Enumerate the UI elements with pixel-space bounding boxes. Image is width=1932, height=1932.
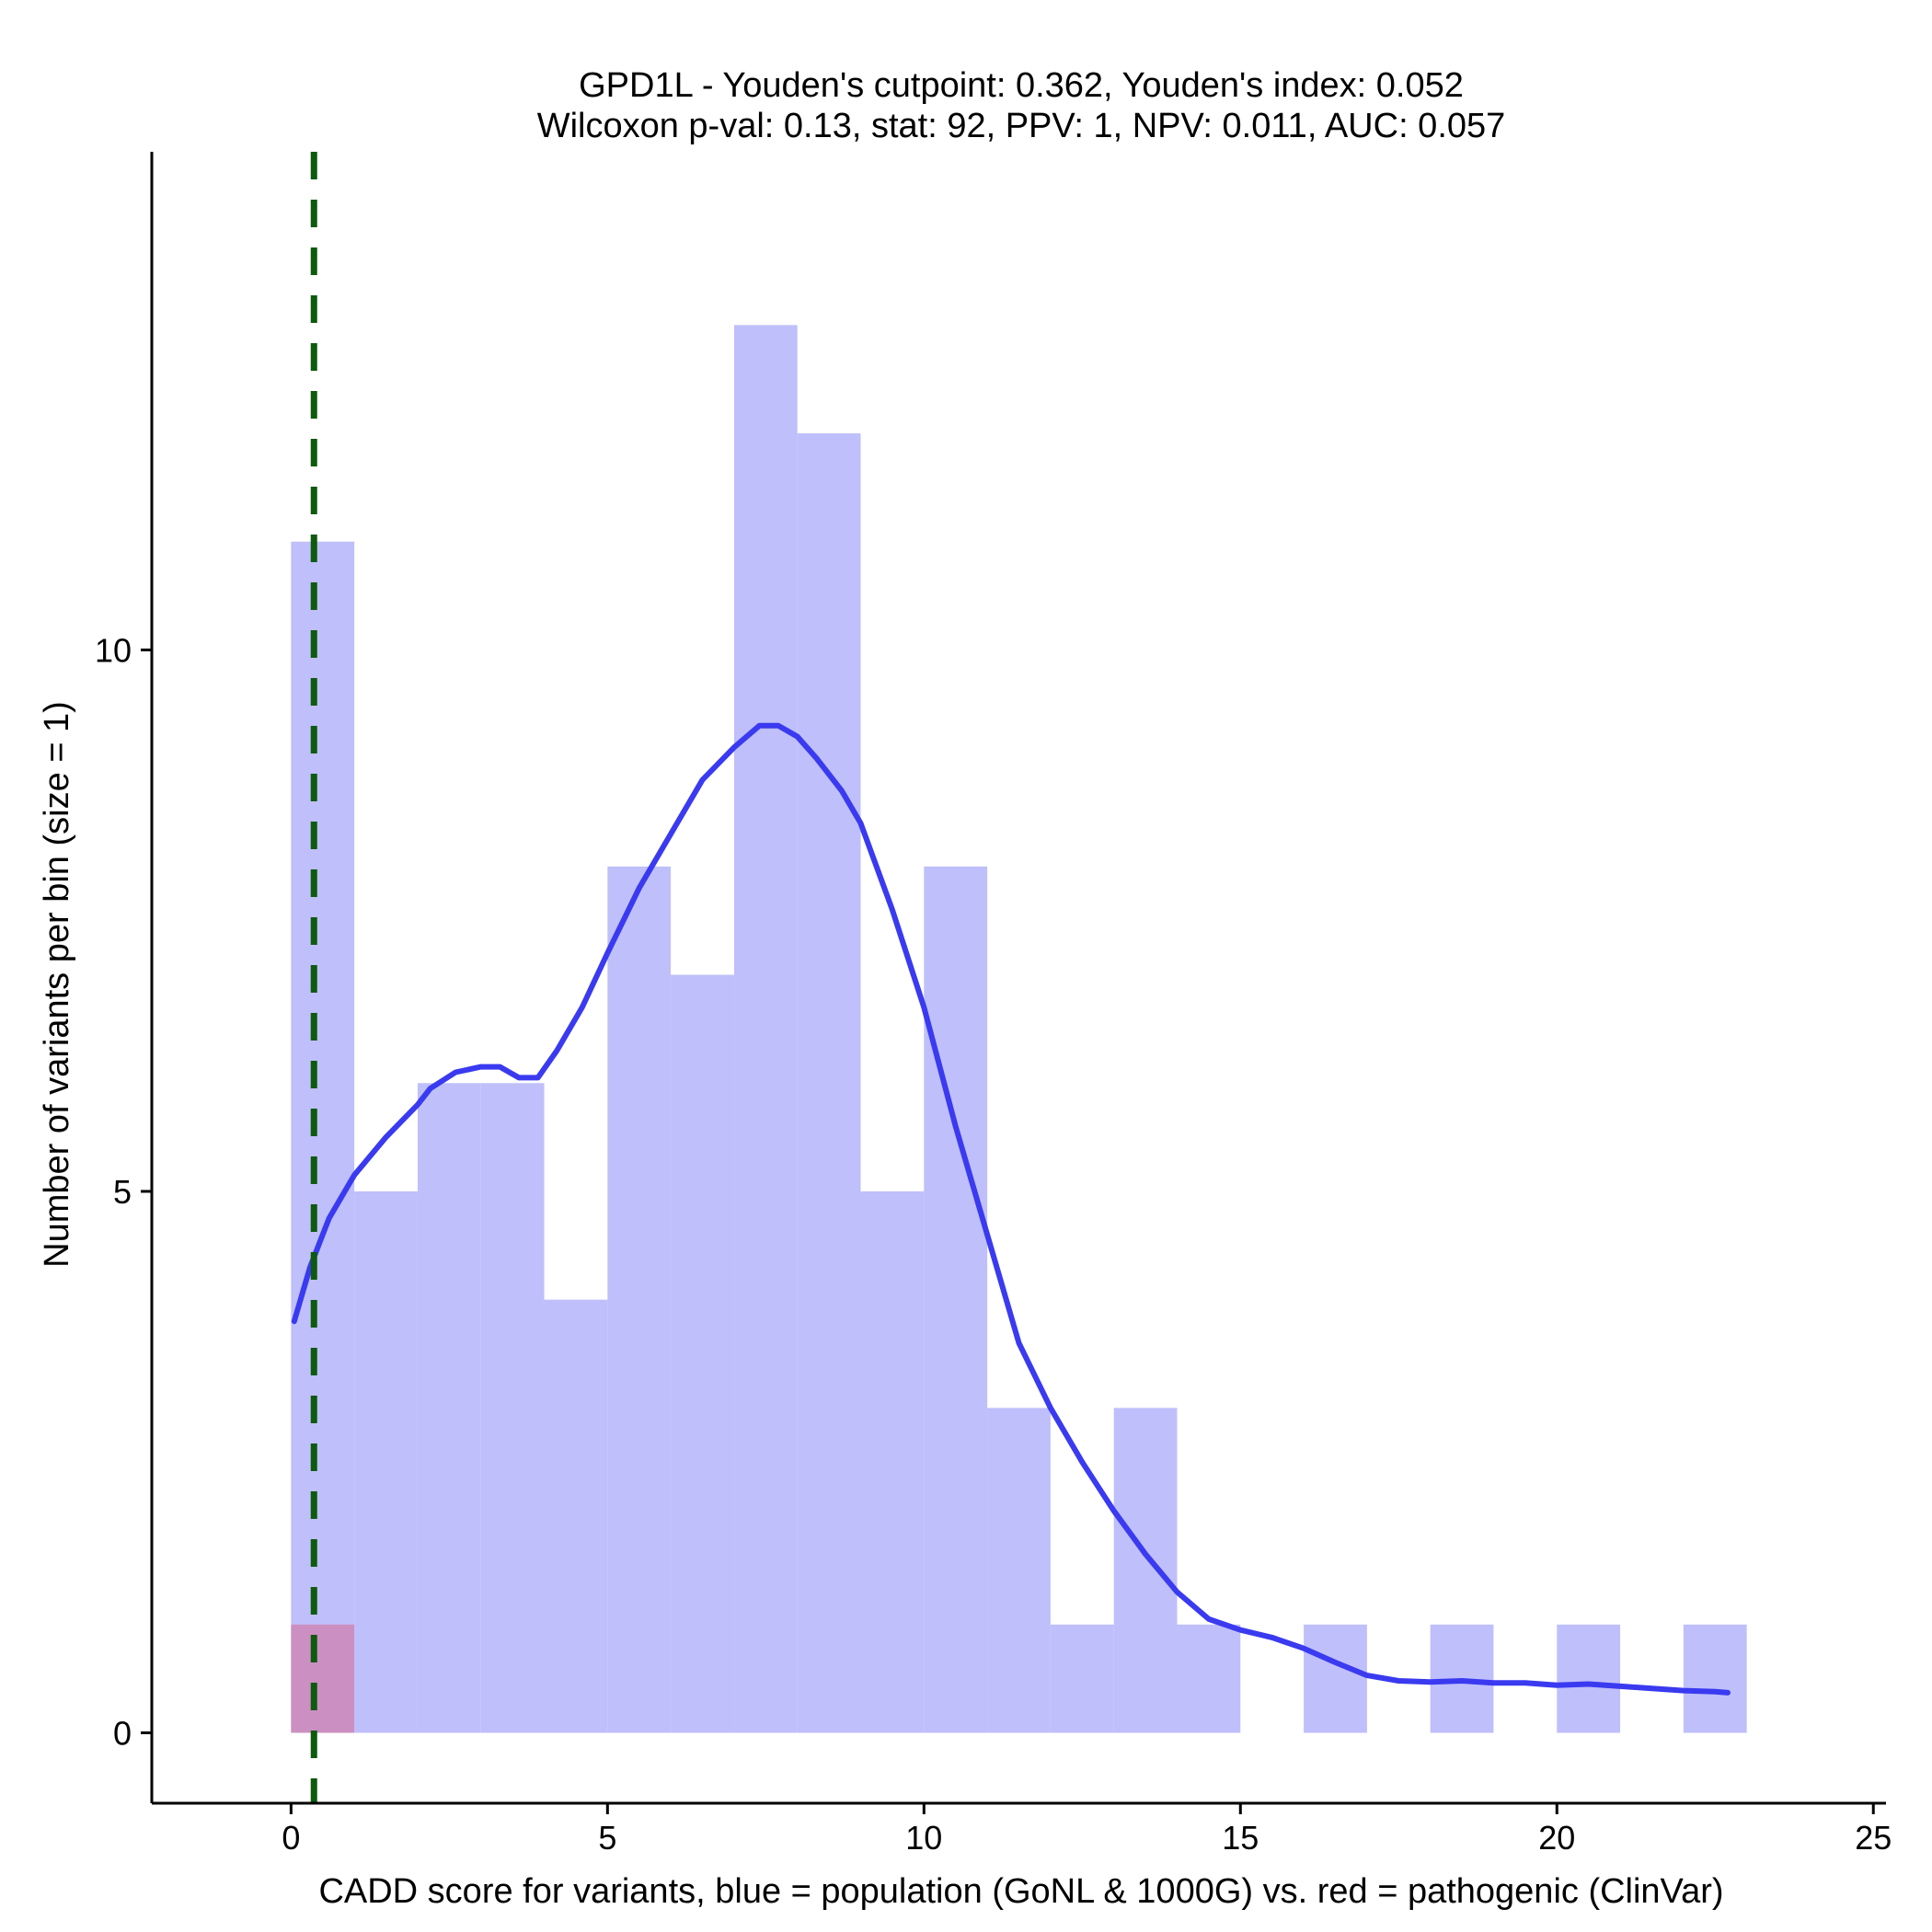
axes-layer: 0 5 10 15 20 25 0 5 10 bbox=[95, 152, 1892, 1857]
y-tick-label: 0 bbox=[113, 1714, 132, 1752]
histogram-bar bbox=[1113, 1408, 1178, 1733]
histogram-bar bbox=[291, 1624, 355, 1733]
x-tick-label: 15 bbox=[1222, 1819, 1259, 1857]
chart-title: GPD1L - Youden's cutpoint: 0.362, Youden… bbox=[579, 66, 1464, 105]
histogram-bar bbox=[417, 1083, 481, 1733]
histogram-bar bbox=[860, 1190, 925, 1733]
histogram-bar bbox=[544, 1299, 608, 1733]
x-tick-label: 10 bbox=[905, 1819, 942, 1857]
x-tick-label: 0 bbox=[282, 1819, 300, 1857]
x-axis-label: CADD score for variants, blue = populati… bbox=[318, 1872, 1723, 1911]
density-curve-layer bbox=[291, 722, 1731, 1696]
x-tick-label: 25 bbox=[1855, 1819, 1892, 1857]
histogram-bar bbox=[480, 1083, 545, 1733]
y-axis-label: Number of variants per bin (size = 1) bbox=[38, 701, 76, 1268]
density-curve bbox=[291, 722, 1731, 1696]
histogram-bar bbox=[1557, 1624, 1621, 1733]
histogram-bar bbox=[733, 325, 798, 1733]
y-tick-label: 5 bbox=[113, 1173, 132, 1211]
y-tick-label: 10 bbox=[95, 631, 132, 669]
x-tick-label: 20 bbox=[1538, 1819, 1575, 1857]
histogram-bar bbox=[924, 866, 988, 1733]
x-tick-label: 5 bbox=[598, 1819, 616, 1857]
bars-layer bbox=[291, 325, 1747, 1733]
histogram-bar bbox=[797, 433, 861, 1733]
chart-subtitle: Wilcoxon p-val: 0.13, stat: 92, PPV: 1, … bbox=[537, 107, 1506, 145]
histogram-bar bbox=[354, 1190, 418, 1733]
histogram-bar bbox=[671, 974, 734, 1733]
histogram-bar bbox=[987, 1408, 1051, 1733]
histogram-bar bbox=[291, 541, 355, 1733]
histogram-bar bbox=[1050, 1624, 1114, 1733]
histogram-bar bbox=[1683, 1624, 1747, 1733]
histogram-bar bbox=[1304, 1624, 1367, 1733]
histogram-bar bbox=[1177, 1624, 1241, 1733]
histogram-bar bbox=[607, 866, 672, 1733]
